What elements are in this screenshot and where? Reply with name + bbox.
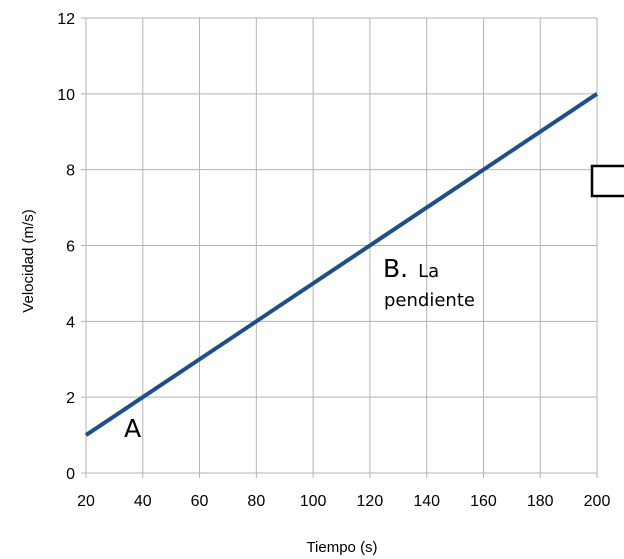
y-tick-label-12: 12 [57, 11, 75, 28]
tick-labels: 20 40 60 80 100 120 140 160 180 200 0 2 4 6 8 10 12 [57, 11, 610, 510]
answer-box[interactable] [590, 164, 624, 198]
x-tick-label-100: 100 [300, 493, 327, 510]
x-tick-label-120: 120 [357, 493, 384, 510]
y-axis-title: Velocidad (m/s) [20, 209, 37, 312]
series-line-0 [84, 92, 599, 437]
x-tick-label-20: 20 [77, 493, 95, 510]
x-tick-label-140: 140 [413, 493, 440, 510]
x-tick-label-200: 200 [584, 493, 611, 510]
y-tick-label-4: 4 [66, 314, 75, 331]
x-tick-label-180: 180 [527, 493, 554, 510]
annotation-b-text-1: La [418, 261, 439, 282]
axes [85, 18, 597, 474]
annotation-b-letter: B. [383, 254, 408, 283]
y-tick-label-0: 0 [66, 466, 75, 483]
series-layer [84, 92, 599, 437]
y-tick-label-10: 10 [57, 87, 75, 104]
y-tick-label-6: 6 [66, 239, 75, 256]
y-tick-label-2: 2 [66, 390, 75, 407]
x-tick-label-160: 160 [470, 493, 497, 510]
x-axis-title: Tiempo (s) [306, 539, 377, 556]
y-tick-label-8: 8 [66, 163, 75, 180]
annotation-b-line1: B. La [383, 254, 439, 283]
annotation-a: A [124, 414, 141, 443]
x-tick-label-80: 80 [247, 493, 265, 510]
x-tick-label-60: 60 [191, 493, 209, 510]
x-tick-label-40: 40 [134, 493, 152, 510]
annotation-b-line2: pendiente [384, 290, 475, 311]
